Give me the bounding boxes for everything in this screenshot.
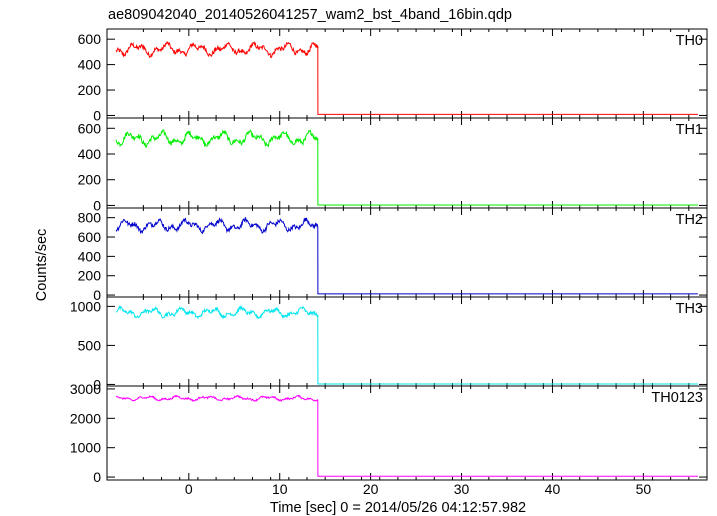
series-th0123 (115, 394, 698, 477)
panel-label: TH1 (676, 122, 703, 138)
y-tick-label: 400 (78, 248, 102, 264)
y-tick-label: 200 (78, 172, 102, 188)
panel-th0: 0 200 400 600 TH0 (78, 28, 708, 123)
panel-frame (106, 296, 708, 387)
x-axis: 0 10 20 30 40 50 (185, 481, 651, 497)
y-tick-label: 1000 (70, 298, 101, 314)
x-tick-label: 30 (454, 481, 470, 497)
x-tick-label: 50 (636, 481, 652, 497)
x-tick-label: 0 (185, 481, 193, 497)
panel-th3: 0 500 1000 TH3 (70, 296, 708, 392)
series-th0 (115, 40, 698, 115)
x-axis-label: Time [sec] 0 = 2014/05/26 04:12:57.982 (270, 500, 526, 516)
panel-label: TH0 (676, 33, 703, 49)
y-tick-label: 0 (93, 197, 101, 213)
panel-th0123: 0 1000 2000 3000 TH0123 (70, 381, 708, 485)
series-th3 (116, 305, 698, 385)
y-axis-label: Counts/sec (34, 229, 50, 302)
series-th2 (115, 216, 698, 295)
y-tick-label: 0 (93, 469, 101, 485)
panel-frame (106, 207, 708, 298)
panel-label: TH3 (676, 301, 703, 317)
panel-th2: 0 200 400 600 800 TH2 (78, 207, 708, 303)
y-tick-label: 600 (78, 229, 102, 245)
panel-label: TH2 (676, 212, 703, 228)
chart-title: ae809042040_20140526041257_wam2_bst_4ban… (108, 7, 512, 23)
y-tick-label: 3000 (70, 381, 101, 397)
y-tick-label: 200 (78, 82, 102, 98)
panel-th1: 0 200 400 600 TH1 (78, 117, 708, 213)
panels: 0 200 400 600 TH0 0 200 400 600 TH1 0 200 400 600 800 T… (70, 28, 708, 485)
y-tick-label: 400 (78, 57, 102, 73)
y-tick-label: 0 (93, 107, 101, 123)
series-th1 (115, 129, 698, 206)
y-tick-label: 0 (93, 287, 101, 303)
y-tick-label: 500 (78, 337, 102, 353)
panel-frame (106, 28, 708, 119)
y-tick-label: 2000 (70, 410, 101, 426)
x-tick-label: 20 (363, 481, 379, 497)
y-tick-label: 600 (78, 31, 102, 47)
x-tick-label: 10 (272, 481, 288, 497)
y-tick-label: 200 (78, 268, 102, 284)
x-tick-label: 40 (545, 481, 561, 497)
y-tick-label: 600 (78, 120, 102, 136)
y-tick-label: 400 (78, 146, 102, 162)
y-tick-label: 0 (93, 376, 101, 392)
panel-frame (106, 117, 708, 209)
y-tick-label: 1000 (70, 440, 101, 456)
y-tick-label: 800 (78, 210, 102, 226)
panel-label: TH0123 (651, 390, 703, 406)
panel-frame (106, 385, 708, 481)
